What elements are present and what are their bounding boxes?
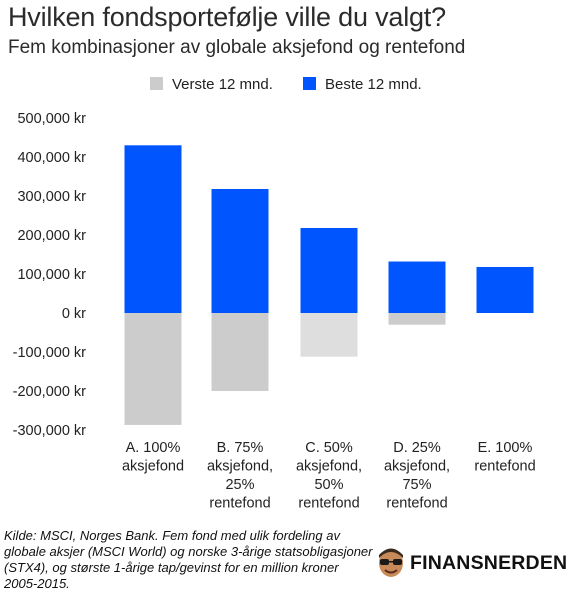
brand-logo: FINANSNERDEN [376,543,567,583]
x-category-line: aksjefond, [296,459,362,475]
x-category-line: 25% [225,477,254,493]
bar-best-1 [124,145,182,313]
y-tick-label: -100,000 kr [13,345,87,361]
y-tick-label: 500,000 kr [17,111,86,127]
y-tick-label: -300,000 kr [13,423,87,439]
x-category-line: rentefond [209,496,270,512]
bar-best-3 [300,227,358,313]
y-tick-label: 0 kr [62,306,86,322]
brand-name: FINANSNERDEN [410,551,568,574]
x-category-label-5: E. 100% rentefond [474,440,535,475]
y-tick-label: 300,000 kr [17,189,86,205]
x-category-line: rentefond [386,496,447,512]
x-category-line: A. 100% [126,440,181,456]
x-category-line: D. 25% [393,440,441,456]
bar-worst-4 [388,313,446,325]
x-category-label-4: D. 25% aksjefond, 75% rentefond [384,440,450,512]
y-tick-label: 400,000 kr [17,150,86,166]
x-category-line: C. 50% [305,440,353,456]
x-category-line: aksjefond, [207,459,273,475]
bar-best-4 [388,261,446,313]
bar-best-5 [476,266,534,313]
y-tick-label: 200,000 kr [17,228,86,244]
x-category-label-3: C. 50% aksjefond, 50% rentefond [296,440,362,512]
x-category-line: 75% [402,477,431,493]
x-category-label-1: A. 100% aksjefond [122,440,184,475]
legend-label-1: Verste 12 mnd. [172,76,273,93]
chart-subtitle: Fem kombinasjoner av globale aksjefond o… [8,37,466,58]
bars [124,145,534,425]
legend-swatch-2 [303,77,316,90]
bar-best-2 [211,188,269,313]
x-category-label-2: B. 75% aksjefond, 25% rentefond [207,440,273,512]
legend-swatch-1 [150,77,163,90]
source-footnote: Kilde: MSCI, Norges Bank. Fem fond med u… [4,528,373,591]
x-category-line: aksjefond, [384,459,450,475]
x-category-line: rentefond [474,459,535,475]
legend-label-2: Beste 12 mnd. [325,76,422,93]
y-tick-label: 100,000 kr [17,267,86,283]
bar-worst-1 [124,313,182,425]
x-category-line: aksjefond [122,459,184,475]
bar-chart: Verste 12 mnd. Beste 12 mnd. 500,000 kr 40… [13,76,536,512]
chart-title: Hvilken fondsportefølje ville du valgt? [8,2,446,32]
brand-avatar-icon [379,548,403,577]
bar-worst-2 [211,313,269,391]
x-category-line: B. 75% [217,440,264,456]
x-category-line: rentefond [298,496,359,512]
y-tick-label: -200,000 kr [13,384,87,400]
bar-worst-3 [300,313,358,357]
x-category-line: 50% [314,477,343,493]
y-axis: 500,000 kr 400,000 kr 300,000 kr 200,000 kr… [13,111,87,439]
chart-legend: Verste 12 mnd. Beste 12 mnd. [150,76,422,93]
x-axis: A. 100% aksjefond B. 75% aksjefond, 25% rente… [122,440,536,512]
x-category-line: E. 100% [478,440,533,456]
